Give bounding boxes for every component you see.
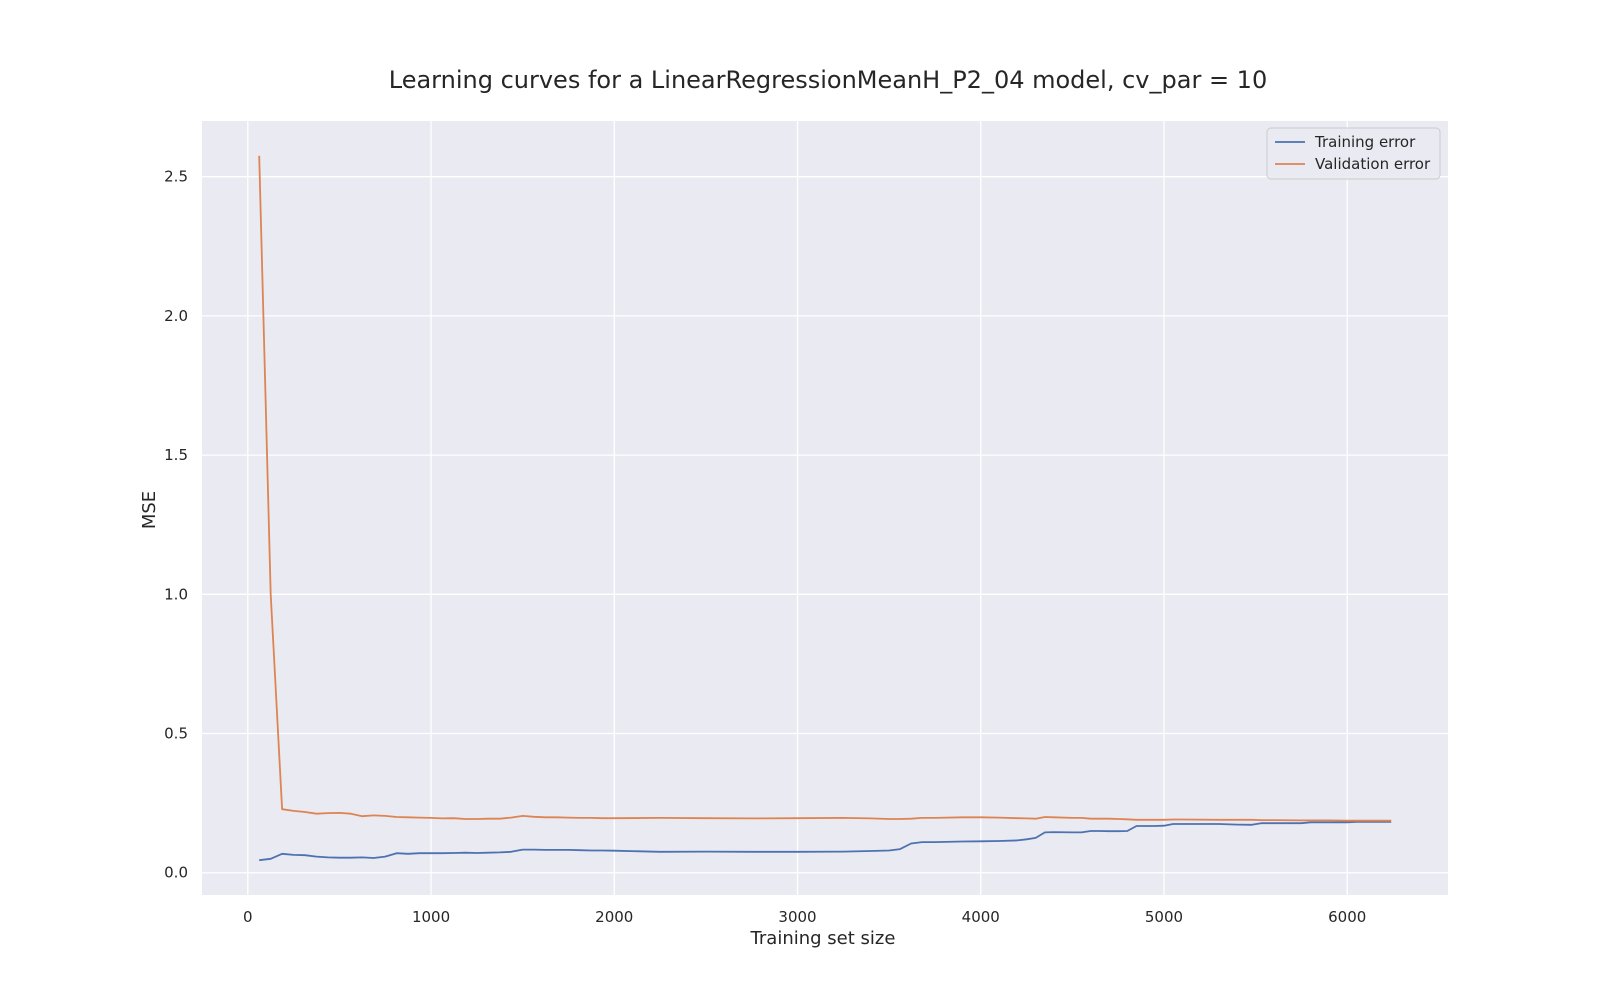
y-tick-label: 2.5 <box>164 168 188 186</box>
y-tick-label: 0.0 <box>164 864 188 882</box>
x-tick-label: 6000 <box>1328 908 1366 926</box>
x-tick-label: 0 <box>243 908 253 926</box>
x-tick-label: 3000 <box>778 908 816 926</box>
x-tick-label: 4000 <box>962 908 1000 926</box>
chart-title: Learning curves for a LinearRegressionMe… <box>389 66 1267 94</box>
series-line-validation-error <box>258 155 1392 822</box>
y-tick-label: 2.0 <box>164 307 188 325</box>
series-lines <box>258 155 1392 862</box>
legend-box <box>1266 127 1441 180</box>
y-tick-label: 0.5 <box>164 725 188 743</box>
grid-lines <box>202 121 1448 895</box>
y-axis-label: MSE <box>139 491 160 529</box>
plot-area <box>202 121 1448 895</box>
legend: Training error Validation error <box>1266 127 1441 180</box>
x-tick-label: 5000 <box>1145 908 1183 926</box>
y-tick-label: 1.0 <box>164 585 188 603</box>
legend-label: Training error <box>1314 133 1416 151</box>
x-axis-label: Training set size <box>750 928 896 949</box>
x-tick-label: 1000 <box>412 908 450 926</box>
legend-label: Validation error <box>1315 155 1431 173</box>
y-tick-labels: 0.0 0.5 1.0 1.5 2.0 2.5 <box>164 168 188 882</box>
series-line-training-error <box>259 820 1392 862</box>
y-tick-label: 1.5 <box>164 446 188 464</box>
x-tick-label: 2000 <box>595 908 633 926</box>
x-tick-labels: 0 1000 2000 3000 4000 5000 6000 <box>243 908 1366 926</box>
